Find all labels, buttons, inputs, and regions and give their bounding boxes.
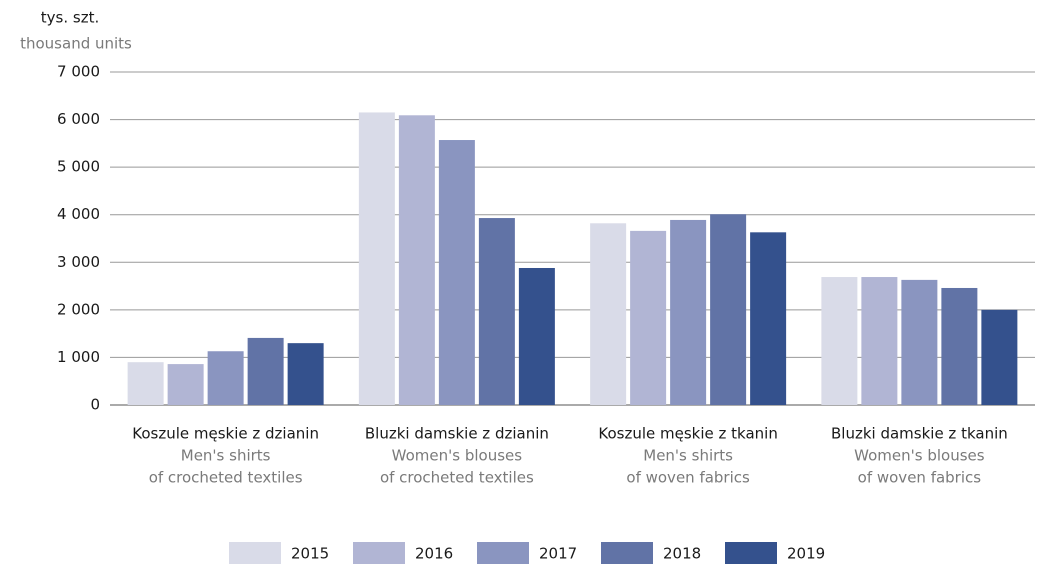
bar [358, 112, 395, 405]
bar [710, 214, 747, 405]
bar [518, 267, 555, 405]
legend-label: 2017 [539, 545, 577, 563]
bar [821, 277, 858, 405]
legend-swatch [725, 542, 777, 564]
bar [287, 343, 324, 405]
y-tick-label: 7 000 [57, 63, 100, 81]
bar [398, 115, 435, 405]
legend-swatch [477, 542, 529, 564]
y-tick-label: 6 000 [57, 110, 100, 128]
bar [901, 279, 938, 405]
legend-label: 2018 [663, 545, 701, 563]
bar [438, 140, 475, 405]
legend-swatch [601, 542, 653, 564]
bar [981, 309, 1018, 405]
bar [941, 287, 978, 405]
bar [127, 362, 164, 405]
y-tick-label: 4 000 [57, 205, 100, 223]
x-tick-label-en: of crocheted textiles [149, 469, 303, 487]
x-tick-label-en: Women's blouses [392, 447, 523, 465]
bar [247, 337, 284, 405]
bar [207, 351, 244, 405]
x-tick-label-en: of woven fabrics [626, 469, 750, 487]
x-tick-label: Bluzki damskie z dzianin [365, 425, 549, 443]
x-tick-label: Koszule męskie z tkanin [598, 425, 777, 443]
x-tick-label-en: of woven fabrics [858, 469, 982, 487]
x-tick-label-en: Women's blouses [854, 447, 985, 465]
y-axis-label-en: thousand units [20, 35, 132, 53]
x-tick-label-en: of crocheted textiles [380, 469, 534, 487]
bar [167, 364, 204, 405]
y-tick-label: 1 000 [57, 348, 100, 366]
legend-label: 2019 [787, 545, 825, 563]
legend-label: 2015 [291, 545, 329, 563]
bar [478, 218, 515, 405]
y-tick-label: 5 000 [57, 158, 100, 176]
legend-swatch [353, 542, 405, 564]
y-axis-label: tys. szt. [41, 9, 99, 27]
bar [630, 230, 667, 405]
legend-label: 2016 [415, 545, 453, 563]
x-tick-label: Koszule męskie z dzianin [132, 425, 319, 443]
bar [750, 232, 787, 405]
bar [861, 277, 898, 405]
y-tick-label: 0 [90, 396, 100, 414]
bar [590, 223, 627, 405]
legend-swatch [229, 542, 281, 564]
x-tick-label-en: Men's shirts [643, 447, 733, 465]
x-tick-label: Bluzki damskie z tkanin [831, 425, 1008, 443]
y-tick-label: 3 000 [57, 253, 100, 271]
bar [670, 219, 707, 405]
x-tick-label-en: Men's shirts [181, 447, 271, 465]
y-tick-label: 2 000 [57, 300, 100, 318]
